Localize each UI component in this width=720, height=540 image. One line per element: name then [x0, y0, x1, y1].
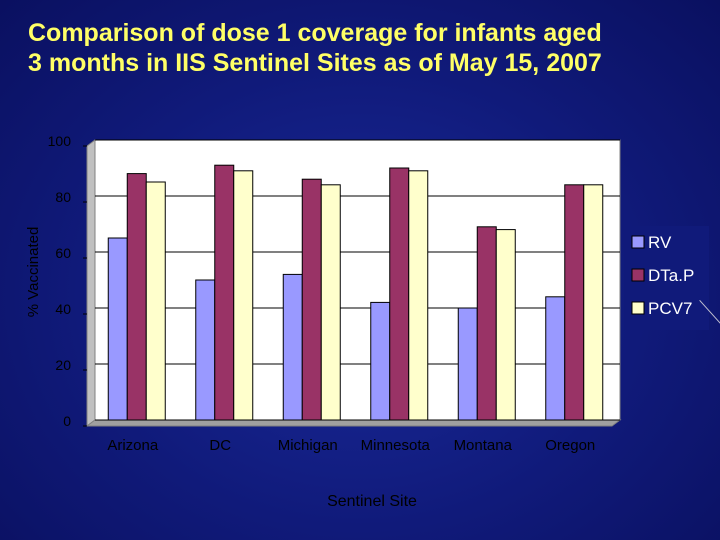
bar-rv-michigan [282, 273, 303, 421]
x-axis-title: Sentinel Site [327, 493, 417, 510]
x-tick-label: Minnesota [361, 437, 431, 454]
bar-rv-dc [195, 279, 216, 421]
y-tick-label: 0 [63, 413, 71, 429]
bar-dtap-michigan [301, 178, 322, 421]
legend-swatch-dtap [631, 268, 645, 282]
bar-pcv7-minnesota [408, 170, 429, 421]
plot-area [94, 139, 621, 421]
x-tick-label: Oregon [545, 437, 595, 454]
plot-side-wall [86, 139, 96, 427]
bar-dtap-dc [214, 164, 235, 421]
slide-title-line-2: 3 months in IIS Sentinel Sites as of May… [28, 49, 602, 77]
bar-rv-arizona [107, 237, 128, 421]
bar-rv-montana [457, 307, 478, 421]
bar-pcv7-oregon [583, 184, 604, 421]
y-tick-label: 40 [55, 301, 71, 317]
legend-label: PCV7 [648, 299, 692, 318]
slide-title: Comparison of dose 1 coverage for infant… [28, 18, 708, 78]
y-tick-label: 20 [55, 357, 71, 373]
bar-dtap-montana [476, 226, 497, 421]
legend-swatch-pcv7 [631, 301, 645, 315]
bar-pcv7-michigan [320, 184, 341, 421]
bar-dtap-oregon [564, 184, 585, 421]
legend-label: RV [648, 233, 672, 252]
x-tick-label: DC [209, 437, 231, 454]
bar-pcv7-arizona [145, 181, 166, 421]
bar-dtap-arizona [126, 173, 147, 421]
plot-floor [85, 419, 622, 427]
bar-rv-oregon [545, 296, 566, 421]
x-tick-label: Michigan [278, 437, 338, 454]
x-tick-label: Montana [454, 437, 513, 454]
y-tick-label: 80 [55, 189, 71, 205]
y-axis-title: % Vaccinated [25, 227, 42, 318]
slide-title-line-1: Comparison of dose 1 coverage for infant… [28, 19, 602, 47]
bar-rv-minnesota [370, 301, 391, 421]
y-tick-label: 100 [48, 133, 72, 149]
bar-pcv7-montana [495, 229, 516, 421]
x-tick-label: Arizona [107, 437, 159, 454]
bar-pcv7-dc [233, 170, 254, 421]
y-tick-label: 60 [55, 245, 71, 261]
legend-swatch-rv [631, 235, 645, 249]
bar-dtap-minnesota [389, 167, 410, 421]
legend-label: DTa.P [648, 266, 694, 285]
